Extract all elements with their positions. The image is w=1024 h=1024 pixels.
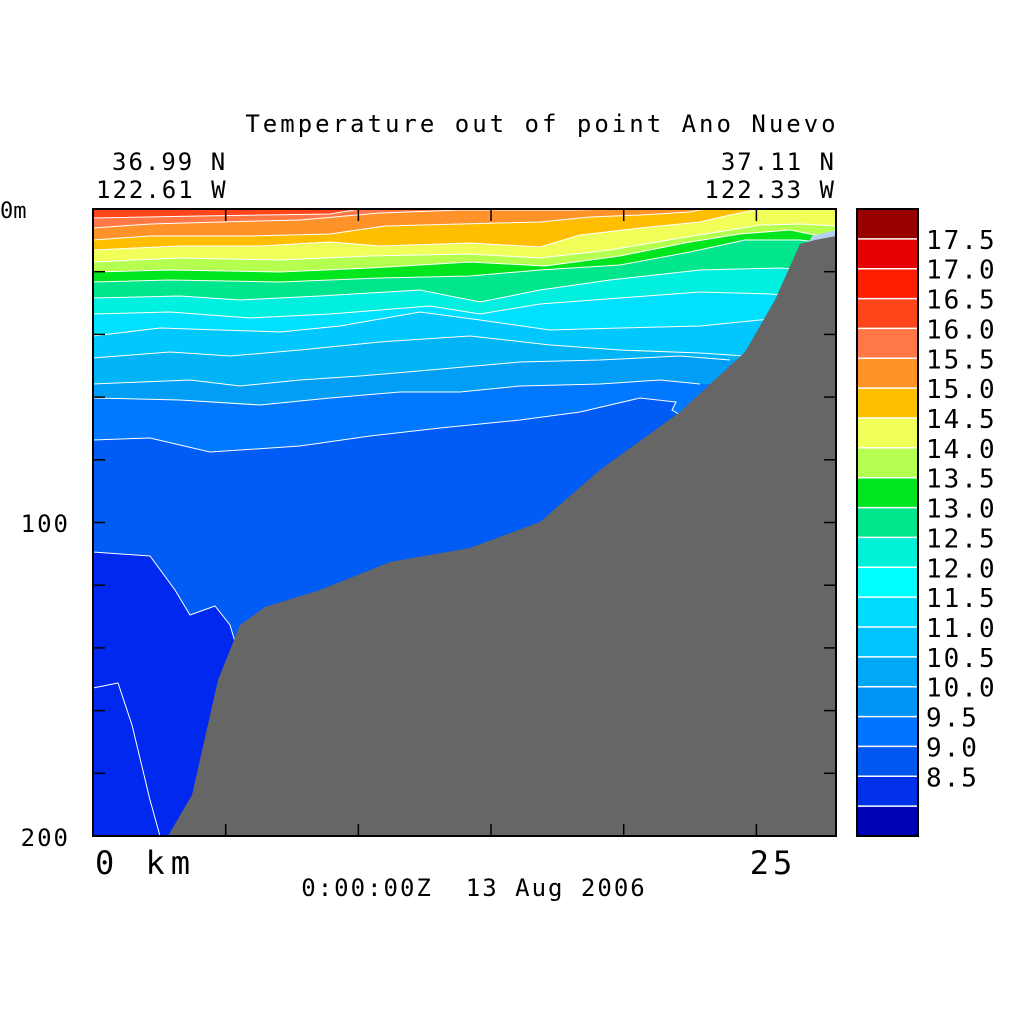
contour-line-11 (92, 335, 751, 359)
colorbar-label-17: 9.0 (926, 733, 979, 763)
colorbar-label-11: 12.0 (926, 554, 997, 584)
contour-line-4 (92, 208, 761, 251)
contour-line-9 (92, 291, 791, 319)
chart-title: Temperature out of point Ano Nuevo (245, 110, 838, 138)
colorbar-swatch-6 (857, 627, 918, 658)
contour-line-7 (92, 239, 817, 283)
colorbar-label-15: 10.0 (926, 674, 997, 704)
colorbar-swatch-18 (857, 268, 918, 300)
colorbar-frame (856, 208, 919, 837)
contour-line-14 (92, 397, 681, 453)
colorbar-swatch-14 (857, 388, 918, 419)
colorbar-label-14: 10.5 (926, 644, 997, 674)
colorbar-swatch-11 (857, 477, 918, 509)
colorbar-swatch-20 (857, 209, 918, 240)
colorbar-swatch-10 (857, 507, 918, 538)
colorbar-label-10: 12.5 (926, 524, 997, 554)
colorbar-label-0: 17.5 (926, 226, 997, 256)
contour-line-10 (92, 311, 785, 337)
colorbar-swatch-15 (857, 358, 918, 389)
colorbar-label-12: 11.5 (926, 584, 997, 614)
contour-line-15 (92, 551, 237, 646)
timestamp-label: 0:00:00Z 13 Aug 2006 (301, 874, 646, 902)
contour-line-5 (92, 223, 837, 263)
colorbar-swatch-1 (857, 776, 918, 807)
colorbar-label-2: 16.5 (926, 286, 997, 316)
colorbar-swatch-0 (857, 806, 918, 837)
colorbar-label-8: 13.5 (926, 465, 997, 495)
right-lon-label: 122.33 W (704, 176, 836, 204)
y-tick-label-0: 0m (0, 199, 27, 224)
colorbar-label-18: 8.5 (926, 763, 979, 793)
colorbar-swatch-9 (857, 537, 918, 568)
colorbar-swatch-8 (857, 567, 918, 598)
right-lat-label: 37.11 N (721, 148, 836, 176)
contour-line-16 (92, 682, 161, 837)
colorbar-label-1: 17.0 (926, 256, 997, 286)
colorbar-label-13: 11.0 (926, 614, 997, 644)
x-axis-start-label: 0 km (95, 844, 196, 882)
colorbar-swatch-4 (857, 686, 918, 718)
y-tick-label-200: 200 (21, 824, 70, 852)
colorbar-swatch-17 (857, 298, 918, 329)
colorbar-label-9: 13.0 (926, 495, 997, 525)
contour-line-8 (92, 267, 807, 303)
colorbar-label-7: 14.0 (926, 435, 997, 465)
colorbar-swatch-12 (857, 447, 918, 479)
contour-line-6 (92, 229, 821, 273)
colorbar-swatch-19 (857, 238, 918, 270)
colorbar-swatch-13 (857, 418, 918, 449)
seafloor-bathymetry (168, 236, 836, 836)
colorbar-swatch-3 (857, 716, 918, 747)
colorbar-swatch-5 (857, 656, 918, 688)
left-lat-label: 36.99 N (112, 148, 227, 176)
seafloor-shape (168, 236, 836, 836)
colorbar-swatch-2 (857, 746, 918, 777)
colorbar-label-4: 15.5 (926, 345, 997, 375)
colorbar-label-16: 9.5 (926, 704, 979, 734)
left-lon-label: 122.61 W (96, 176, 228, 204)
contour-line-12 (92, 355, 731, 387)
axis-ticks (92, 208, 836, 837)
contour-line-1 (92, 208, 361, 219)
colorbar-label-5: 15.0 (926, 375, 997, 405)
x-tick-label-25: 25 (750, 844, 797, 882)
contour-line-13 (92, 379, 701, 406)
colorbar: 17.517.016.516.015.515.014.514.013.513.0… (856, 208, 997, 837)
contour-line-3 (92, 208, 706, 241)
colorbar-swatch-16 (857, 328, 918, 359)
y-tick-label-100: 100 (21, 510, 70, 538)
colorbar-swatch-7 (857, 597, 918, 628)
colorbar-label-3: 16.0 (926, 315, 997, 345)
colorbar-label-6: 14.5 (926, 405, 997, 435)
